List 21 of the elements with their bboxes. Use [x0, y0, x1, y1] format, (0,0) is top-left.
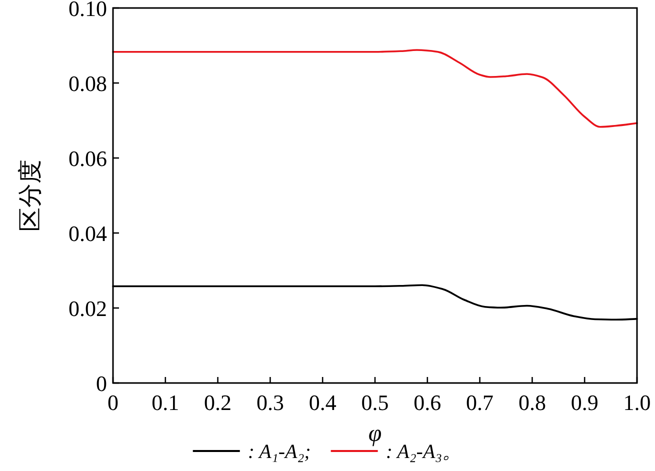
x-tick-label: 0.3 [256, 390, 284, 415]
x-tick-label: 1.0 [623, 390, 651, 415]
y-tick-label: 0.02 [68, 296, 107, 321]
x-tick-label: 0.6 [414, 390, 442, 415]
x-tick-label: 0.2 [204, 390, 232, 415]
x-tick-label: 0.1 [152, 390, 180, 415]
x-tick-label: 0.4 [308, 390, 336, 415]
y-tick-label: 0.10 [68, 0, 107, 21]
y-tick-label: 0 [96, 371, 107, 396]
x-tick-label: 0.8 [518, 390, 546, 415]
x-axis-title: φ [368, 421, 382, 447]
legend-label: : A₂-A₃。 [386, 441, 462, 463]
y-tick-label: 0.06 [68, 146, 107, 171]
x-tick-label: 0.7 [466, 390, 494, 415]
legend-label: : A₁-A₂; [248, 441, 311, 463]
x-tick-label: 0.5 [361, 390, 389, 415]
x-tick-label: 0.9 [570, 390, 598, 415]
y-axis-title: 区分度 [17, 160, 44, 232]
y-tick-label: 0.04 [68, 221, 107, 246]
y-tick-label: 0.08 [68, 71, 107, 96]
line-series [112, 49, 638, 128]
